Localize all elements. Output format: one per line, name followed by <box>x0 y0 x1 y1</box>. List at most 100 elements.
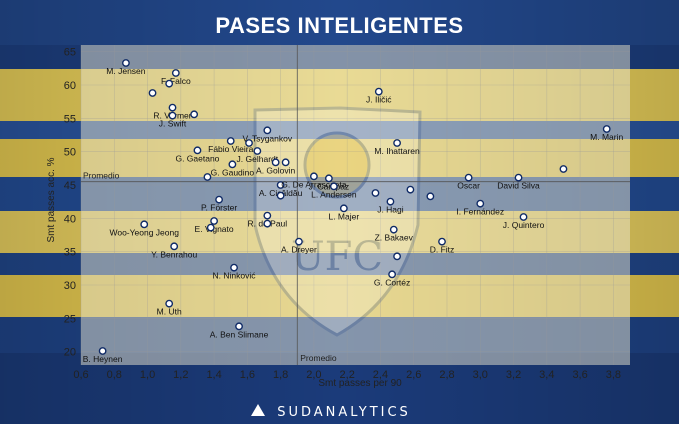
point-label: G. De Arrascaeta <box>281 179 346 189</box>
data-point <box>393 252 401 261</box>
y-tick-label: 50 <box>64 147 76 159</box>
point-label: M. Marin <box>590 132 623 142</box>
data-point <box>98 347 107 355</box>
data-point <box>253 147 262 155</box>
data-point <box>406 185 415 194</box>
y-axis-ticks: 20 25 30 35 40 45 50 55 60 65 <box>64 47 76 359</box>
data-point <box>206 223 215 232</box>
y-tick-label: 60 <box>64 80 76 92</box>
y-tick-label: 20 <box>64 347 76 359</box>
point-label: J. Hagi <box>377 205 404 215</box>
data-point <box>388 270 396 279</box>
data-point <box>171 69 180 77</box>
x-tick-label: 2,4 <box>373 369 388 381</box>
grid <box>80 45 630 365</box>
point-label: I. Fernández <box>456 207 504 217</box>
x-tick-label: 1,8 <box>273 369 288 381</box>
average-lines: Promedio Promedio <box>81 45 630 365</box>
chart-title: PASES INTELIGENTES <box>215 13 463 38</box>
data-point <box>168 103 177 112</box>
average-label-y: Promedio <box>83 171 120 181</box>
point-label: G. Gaetano <box>175 153 219 163</box>
y-tick-label: 25 <box>64 313 76 325</box>
point-label: M. Jensen <box>106 66 145 76</box>
x-tick-label: 1,0 <box>140 369 155 381</box>
point-label: Oscar <box>457 181 480 191</box>
data-point <box>276 181 285 189</box>
point-label: F. Falco <box>161 76 191 86</box>
data-point <box>226 137 235 145</box>
point-label: G. Cortéz <box>374 277 410 287</box>
data-point <box>393 139 401 147</box>
point-label: G. Gaudino <box>211 167 255 177</box>
x-tick-label: 0,6 <box>73 369 88 381</box>
point-label: J. Gelhardt <box>237 154 279 164</box>
point-label: D. Fitz <box>430 245 455 255</box>
x-tick-label: 2,2 <box>340 369 355 381</box>
club-crest-watermark: UFC <box>253 106 422 337</box>
x-tick-label: 1,4 <box>206 369 221 381</box>
x-tick-label: 3,6 <box>572 369 587 381</box>
x-tick-label: 1,2 <box>173 369 188 381</box>
data-point <box>329 182 338 191</box>
x-tick-label: 3,4 <box>539 369 554 381</box>
y-tick-label: 45 <box>64 180 76 192</box>
data-point <box>271 158 280 167</box>
average-label-x: Promedio <box>300 353 337 363</box>
data-point <box>281 158 290 167</box>
data-point <box>215 195 223 204</box>
data-point <box>168 111 177 120</box>
point-label: B. Heynen <box>83 354 123 364</box>
data-point <box>602 125 611 133</box>
data-point <box>190 110 199 119</box>
point-label: A. Ben Slimane <box>210 329 269 339</box>
data-point <box>245 139 253 147</box>
x-tick-label: 3,2 <box>506 369 521 381</box>
data-point <box>389 225 398 234</box>
data-point <box>476 199 485 208</box>
data-point <box>559 165 568 173</box>
point-label: N. Ninković <box>213 271 257 281</box>
brand-footer: SUDANALYTICS <box>251 404 411 420</box>
y-tick-label: 65 <box>64 47 76 59</box>
data-point <box>165 79 174 88</box>
y-tick-label: 40 <box>64 213 76 225</box>
y-tick-label: 35 <box>64 247 76 259</box>
brand-name: SUDANALYTICS <box>277 405 411 420</box>
svg-text:UFC: UFC <box>291 234 383 280</box>
data-point <box>148 89 157 97</box>
data-point <box>203 173 212 181</box>
y-tick-label: 55 <box>64 113 76 125</box>
data-point <box>324 174 333 183</box>
data-point <box>170 242 179 251</box>
data-point <box>165 299 174 308</box>
point-label: J. Quintero <box>503 220 545 230</box>
point-label: Y. Benrahou <box>151 249 197 259</box>
point-label: Fábio Vieira <box>208 144 253 154</box>
data-point <box>140 220 149 229</box>
x-tick-label: 1,6 <box>240 369 255 381</box>
data-point <box>386 197 395 206</box>
point-label: J. Campaz <box>309 181 350 191</box>
data-point <box>235 322 243 331</box>
point-label: J. Iličić <box>366 95 392 105</box>
point-label: David Silva <box>497 181 540 191</box>
point-label: V. Tsygankov <box>243 133 293 143</box>
data-point <box>426 192 435 201</box>
data-point <box>438 237 446 246</box>
data-point <box>371 189 380 197</box>
data-point <box>310 172 318 181</box>
y-axis-label: Smt passes acc. % <box>46 157 57 242</box>
x-tick-label: 2,0 <box>306 369 321 381</box>
data-point <box>263 126 272 135</box>
data-point <box>374 87 383 96</box>
data-point <box>464 173 473 182</box>
brand-logo-icon <box>251 404 265 416</box>
data-point <box>339 204 348 213</box>
x-tick-label: 2,6 <box>406 369 421 381</box>
y-tick-label: 30 <box>64 280 76 292</box>
point-label: J. Swift <box>159 119 187 129</box>
x-tick-label: 2,8 <box>439 369 454 381</box>
